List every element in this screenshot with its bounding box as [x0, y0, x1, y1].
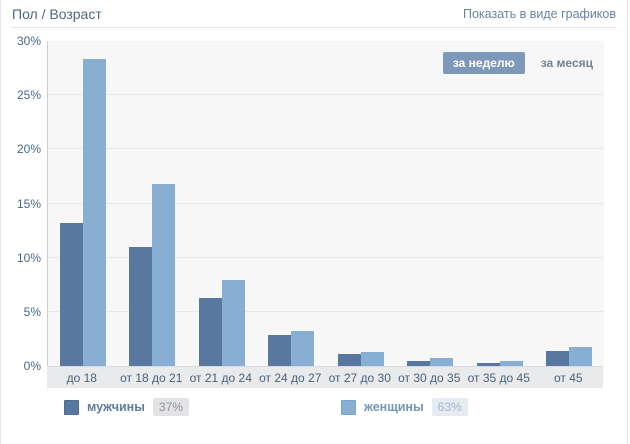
bar-женщины-от 45[interactable] — [569, 346, 593, 366]
legend-value-women: 63% — [431, 398, 468, 416]
page-title: Пол / Возраст — [12, 6, 102, 22]
plot-area — [47, 41, 604, 366]
legend: мужчины 37% женщины 63% — [1, 398, 627, 424]
x-tick-label: от 21 до 24 — [189, 371, 252, 385]
bar-женщины-от 24 до 27[interactable] — [291, 331, 315, 366]
y-tick-label: 30% — [16, 34, 41, 48]
bar-мужчины-от 18 до 21[interactable] — [129, 246, 153, 366]
bar-мужчины-до 18[interactable] — [59, 223, 83, 366]
header-divider — [11, 27, 617, 28]
legend-item-women: женщины 63% — [341, 398, 468, 416]
x-axis-strip: до 18 от 18 до 21 от 21 до 24 от 24 до 27 от… — [47, 366, 603, 388]
gridline — [48, 310, 604, 312]
bar-мужчины-от 45[interactable] — [546, 350, 570, 366]
y-tick-label: 15% — [16, 196, 41, 211]
gridline — [48, 202, 604, 204]
week-button[interactable]: за неделю — [442, 52, 525, 74]
bar-женщины-от 30 до 35[interactable] — [430, 358, 454, 366]
y-tick-label: 5% — [23, 304, 41, 319]
x-tick-label: от 45 — [553, 371, 583, 385]
y-tick-label: 0% — [23, 359, 41, 373]
men-color-swatch — [64, 399, 79, 415]
women-color-swatch — [341, 399, 356, 415]
gridline — [48, 94, 604, 96]
bar-мужчины-от 30 до 35[interactable] — [407, 360, 431, 366]
legend-value-men: 37% — [152, 398, 189, 416]
header: Пол / Возраст Показать в виде графиков — [1, 0, 627, 28]
gridline — [48, 256, 604, 258]
y-tick-label: 25% — [16, 88, 41, 103]
gridline — [48, 148, 604, 150]
bar-мужчины-от 24 до 27[interactable] — [268, 334, 292, 366]
bar-мужчины-от 27 до 30[interactable] — [337, 354, 361, 366]
bar-женщины-от 35 до 45[interactable] — [499, 360, 523, 366]
bar-женщины-до 18[interactable] — [82, 59, 106, 366]
month-button[interactable]: за месяц — [539, 52, 595, 74]
bar-женщины-от 21 до 24[interactable] — [221, 280, 245, 366]
y-tick-label: 10% — [16, 250, 41, 265]
x-tick-label: от 27 до 30 — [328, 371, 391, 385]
x-tick-label: от 35 до 45 — [467, 371, 530, 385]
x-tick-label: до 18 — [66, 371, 97, 385]
legend-label-men: мужчины — [87, 400, 145, 414]
y-tick-label: 20% — [16, 142, 41, 157]
x-tick-label: от 24 до 27 — [259, 371, 322, 385]
bar-женщины-от 18 до 21[interactable] — [152, 184, 176, 366]
legend-label-women: женщины — [364, 400, 424, 414]
x-tick-label: от 18 до 21 — [120, 371, 183, 385]
bar-мужчины-от 35 до 45[interactable] — [476, 362, 500, 366]
show-as-graphs-link[interactable]: Показать в виде графиков — [463, 7, 616, 21]
legend-item-men: мужчины 37% — [64, 398, 189, 416]
gender-age-chart: 0% 5% 10% 15% 20% 25% 30% до 18 от 18 до 21 от 2… — [1, 28, 627, 390]
x-tick-label: от 30 до 35 — [398, 371, 461, 385]
period-toggle: за неделю за месяц — [442, 52, 595, 74]
bar-женщины-от 27 до 30[interactable] — [360, 351, 384, 366]
bar-мужчины-от 21 до 24[interactable] — [198, 297, 222, 366]
